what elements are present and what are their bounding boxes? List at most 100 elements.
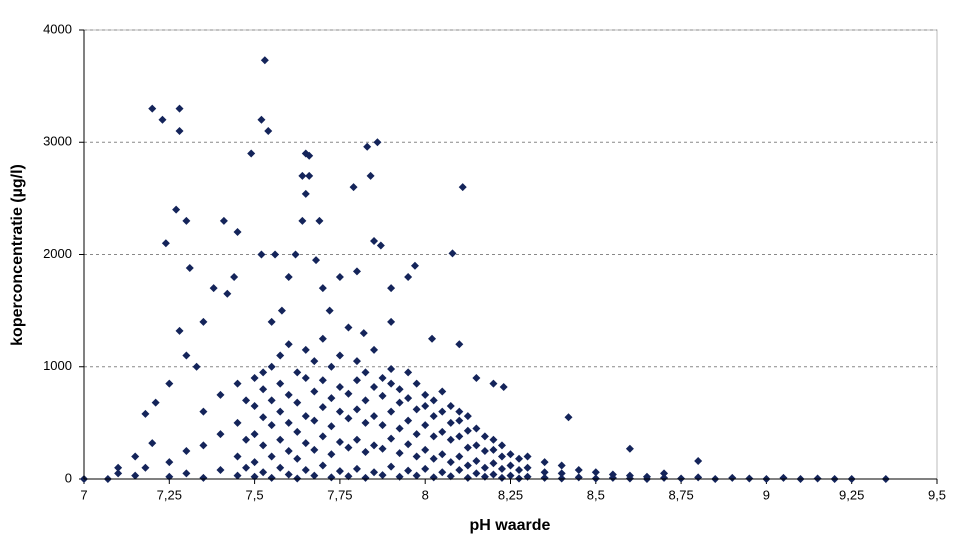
point — [250, 402, 259, 411]
point — [327, 394, 336, 403]
point — [344, 323, 353, 332]
point — [305, 171, 314, 180]
point — [318, 376, 327, 385]
point — [247, 149, 256, 158]
point — [151, 398, 160, 407]
point — [182, 469, 191, 478]
point — [472, 441, 481, 450]
point — [446, 458, 455, 467]
point — [363, 142, 372, 151]
point — [404, 416, 413, 425]
point — [395, 398, 404, 407]
point — [779, 473, 788, 482]
point — [131, 471, 140, 480]
point — [376, 241, 385, 250]
point — [463, 473, 472, 482]
point — [472, 424, 481, 433]
point — [366, 171, 375, 180]
point — [259, 468, 268, 477]
point — [259, 413, 268, 422]
point — [455, 452, 464, 461]
point — [361, 473, 370, 482]
point — [446, 472, 455, 481]
point — [114, 469, 123, 478]
x-tick-label: 8,5 — [587, 487, 605, 502]
point — [361, 448, 370, 457]
point — [293, 398, 302, 407]
point — [310, 471, 319, 480]
point — [463, 426, 472, 435]
point — [472, 373, 481, 382]
point — [660, 473, 669, 482]
point — [344, 389, 353, 398]
point — [318, 461, 327, 470]
point — [114, 463, 123, 472]
point — [301, 439, 310, 448]
point — [298, 216, 307, 225]
point — [378, 471, 387, 480]
point — [141, 463, 150, 472]
x-tick-label: 8 — [422, 487, 429, 502]
point — [404, 440, 413, 449]
point — [335, 382, 344, 391]
point — [335, 437, 344, 446]
point — [267, 473, 276, 482]
point — [515, 454, 524, 463]
point — [327, 450, 336, 459]
point — [557, 461, 566, 470]
point — [192, 362, 201, 371]
point — [259, 385, 268, 394]
point — [378, 421, 387, 430]
point — [359, 329, 368, 338]
point — [813, 474, 822, 483]
point — [352, 357, 361, 366]
point — [233, 452, 242, 461]
point — [497, 473, 506, 482]
point — [361, 396, 370, 405]
point — [310, 445, 319, 454]
point — [209, 284, 218, 293]
point — [250, 373, 259, 382]
point — [185, 263, 194, 272]
point — [312, 256, 321, 265]
point — [472, 469, 481, 478]
point — [352, 267, 361, 276]
point — [361, 368, 370, 377]
point — [497, 452, 506, 461]
point — [373, 138, 382, 147]
point — [489, 459, 498, 468]
point — [148, 439, 157, 448]
point — [455, 340, 464, 349]
point — [219, 216, 228, 225]
point — [242, 435, 251, 444]
point — [264, 127, 273, 136]
point — [404, 272, 413, 281]
point — [276, 435, 285, 444]
point — [230, 272, 239, 281]
point — [438, 468, 447, 477]
y-tick-label: 0 — [65, 470, 72, 485]
point — [182, 351, 191, 360]
point — [370, 382, 379, 391]
point — [438, 427, 447, 436]
point — [515, 466, 524, 475]
point — [301, 345, 310, 354]
point — [463, 461, 472, 470]
point — [335, 467, 344, 476]
point — [267, 421, 276, 430]
point — [349, 183, 358, 192]
point — [395, 449, 404, 458]
point — [315, 216, 324, 225]
point — [301, 189, 310, 198]
points — [80, 56, 890, 483]
point — [284, 446, 293, 455]
point — [352, 435, 361, 444]
x-tick-label: 9 — [763, 487, 770, 502]
point — [277, 306, 286, 315]
point — [694, 457, 703, 466]
point — [458, 183, 467, 192]
point — [165, 379, 174, 388]
point — [276, 351, 285, 360]
point — [301, 466, 310, 475]
